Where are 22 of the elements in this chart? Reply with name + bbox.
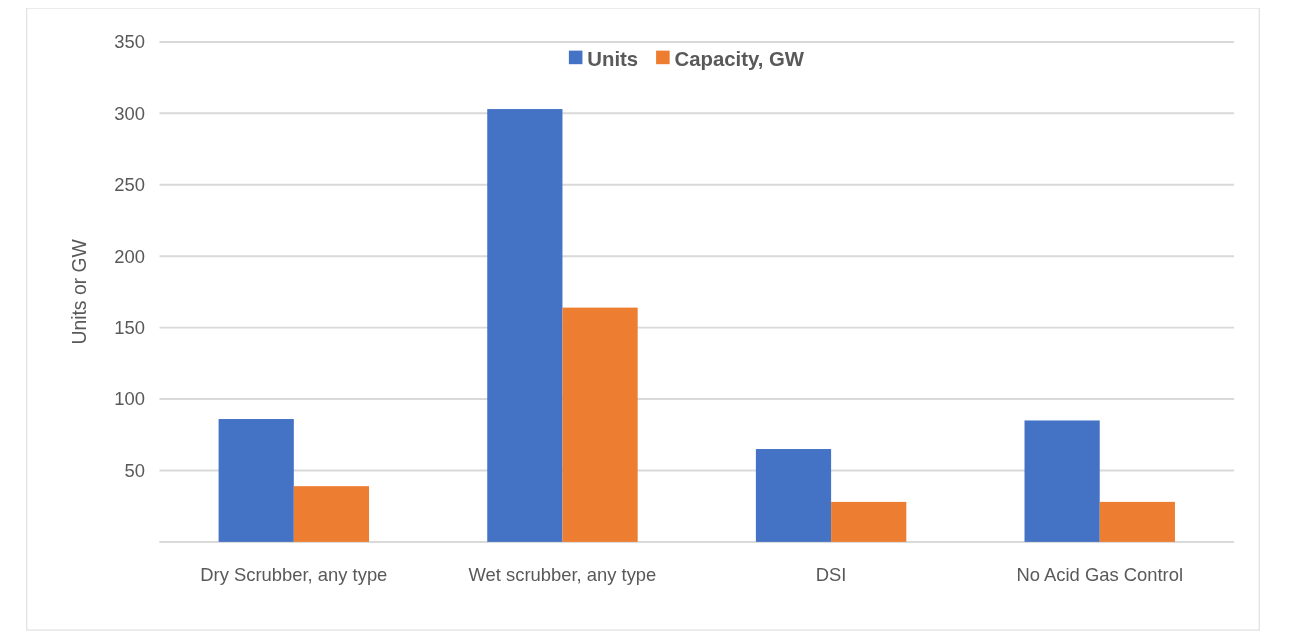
x-tick-label: Wet scrubber, any type — [468, 563, 657, 585]
x-tick-label: Dry Scrubber, any type — [200, 563, 388, 585]
bar — [831, 501, 907, 542]
x-tick-label: No Acid Gas Control — [1016, 563, 1184, 585]
y-tick-label: 150 — [114, 317, 145, 339]
legend-label: Units — [587, 47, 639, 70]
y-tick-label: 300 — [114, 102, 145, 124]
bar — [293, 486, 370, 542]
legend-label: Capacity, GW — [674, 47, 805, 70]
y-tick-label: 350 — [114, 31, 145, 53]
bar — [1024, 420, 1100, 542]
y-tick-label: 200 — [114, 245, 145, 267]
y-tick-label: 100 — [114, 388, 145, 410]
bar — [1099, 501, 1175, 542]
bar — [755, 449, 832, 542]
y-tick-label: 250 — [114, 174, 145, 196]
bar — [487, 109, 563, 542]
y-axis-title: Units or GW — [67, 238, 90, 345]
bar — [562, 307, 638, 542]
y-tick-label: 50 — [124, 459, 145, 481]
x-tick-label: DSI — [815, 563, 847, 585]
bar — [218, 419, 294, 542]
